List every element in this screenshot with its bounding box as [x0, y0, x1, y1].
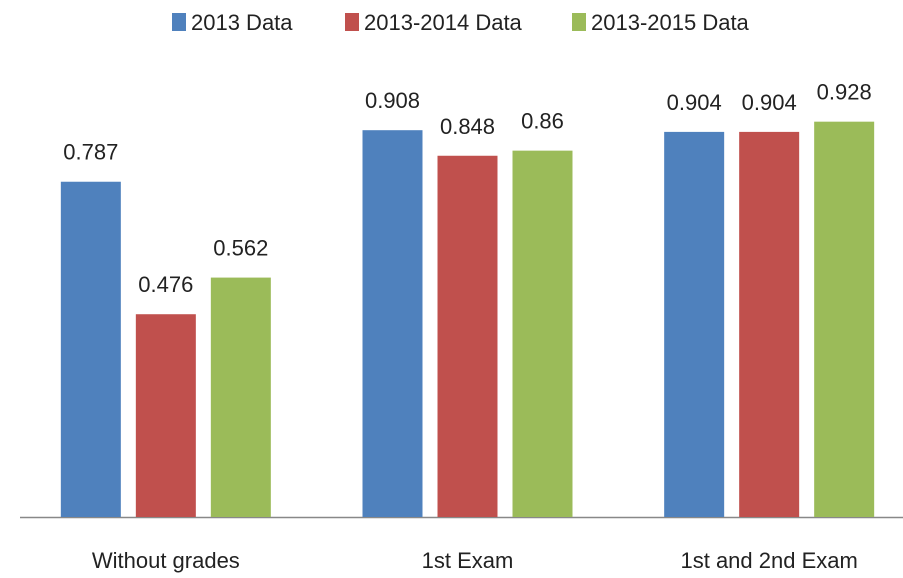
bar — [512, 150, 573, 517]
bar — [60, 181, 121, 517]
bar — [437, 155, 498, 517]
x-tick-label: Without grades — [92, 548, 240, 573]
legend-label: 2013-2015 Data — [591, 10, 750, 35]
data-label: 0.904 — [742, 90, 797, 115]
data-label: 0.787 — [63, 140, 118, 165]
data-label: 0.928 — [817, 80, 872, 105]
legend-swatch — [172, 13, 186, 31]
legend-label: 2013-2014 Data — [364, 10, 523, 35]
bar — [135, 314, 196, 517]
x-tick-label: 1st and 2nd Exam — [680, 548, 857, 573]
bar — [739, 131, 800, 517]
data-label: 0.562 — [213, 236, 268, 261]
legend-label: 2013 Data — [191, 10, 293, 35]
bar — [210, 277, 271, 517]
data-label: 0.908 — [365, 88, 420, 113]
bar — [814, 121, 875, 517]
data-label: 0.904 — [667, 90, 722, 115]
bar — [664, 131, 725, 517]
legend-swatch — [572, 13, 586, 31]
data-label: 0.848 — [440, 114, 495, 139]
data-label: 0.86 — [521, 109, 564, 134]
x-tick-label: 1st Exam — [422, 548, 514, 573]
legend-swatch — [345, 13, 359, 31]
bar — [362, 130, 423, 517]
data-label: 0.476 — [138, 272, 193, 297]
